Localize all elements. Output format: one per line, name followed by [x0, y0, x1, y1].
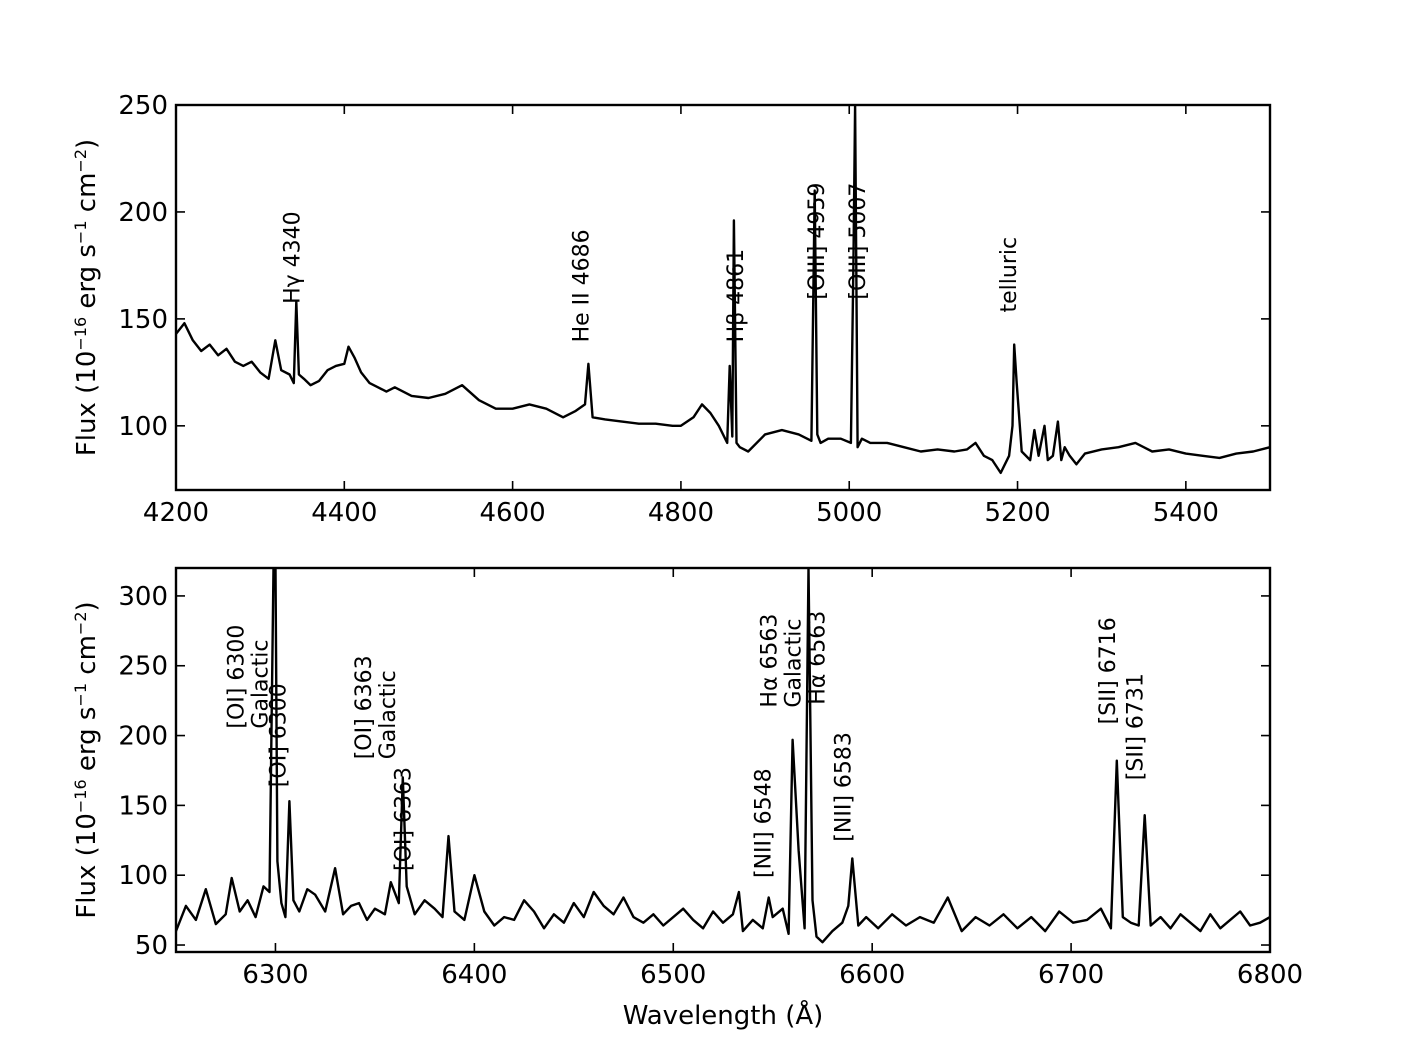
spectrum-line [176, 568, 1270, 944]
line-annotation: [SII] 6716 [1096, 617, 1121, 724]
line-annotation: telluric [997, 237, 1022, 313]
y-tick-label: 50 [135, 931, 168, 961]
plot-frame [174, 103, 1272, 492]
line-annotation: Hα 6563 [805, 611, 830, 705]
y-tick-label: 100 [118, 412, 168, 442]
line-annotation: Hγ 4340 [281, 211, 306, 304]
line-annotation: [OI] 6363 [352, 655, 377, 759]
x-tick-label: 6600 [839, 960, 905, 990]
x-tick-label: 4600 [480, 498, 546, 528]
line-annotation: [SII] 6731 [1124, 673, 1149, 780]
y-tick-label: 100 [118, 861, 168, 891]
line-annotation: [OI] 6300 [266, 683, 291, 787]
x-tick-label: 6400 [441, 960, 507, 990]
x-tick-label: 5400 [1153, 498, 1219, 528]
line-annotation: [NII] 6583 [831, 732, 856, 842]
line-annotation: [OIII] 5007 [846, 183, 871, 300]
line-annotation: Galactic [376, 670, 401, 759]
y-tick-label: 200 [118, 722, 168, 752]
line-annotation: [OI] 6363 [392, 767, 417, 871]
x-tick-label: 5200 [984, 498, 1050, 528]
x-tick-label: 6300 [242, 960, 308, 990]
x-tick-label: 4200 [143, 498, 209, 528]
line-annotation: He II 4686 [569, 229, 594, 342]
x-tick-label: 6800 [1237, 960, 1303, 990]
line-annotation: Hβ 4861 [724, 249, 749, 343]
line-annotation: [OI] 6300 [225, 625, 250, 729]
y-axis-label: Flux (10−16 erg s−1 cm−2) [71, 601, 103, 918]
plot-frame [174, 566, 1272, 954]
y-tick-label: 250 [118, 91, 168, 121]
x-tick-label: 6700 [1038, 960, 1104, 990]
x-tick-label: 5000 [816, 498, 882, 528]
x-tick-label: 4400 [311, 498, 377, 528]
y-axis-label: Flux (10−16 erg s−1 cm−2) [71, 139, 103, 456]
x-axis-label: Wavelength (Å) [623, 999, 824, 1031]
panel-2: 6300 6400 6500 6600 6700 6800 50 100 150 200 250 30… [71, 566, 1303, 1031]
y-tick-label: 150 [118, 305, 168, 335]
x-tick-label: 4800 [648, 498, 714, 528]
line-annotation: Galactic [249, 640, 274, 729]
line-annotation: [OIII] 4959 [805, 183, 830, 300]
line-annotation: [NII] 6548 [752, 768, 777, 878]
spectrum-line [176, 105, 1270, 475]
y-tick-label: 150 [118, 791, 168, 821]
panel-1: 4200 4400 4600 4800 5000 5200 5400 100 150 200 250… [71, 91, 1272, 528]
line-annotation: Galactic [782, 619, 807, 708]
line-annotation: Hα 6563 [758, 614, 783, 708]
y-tick-label: 200 [118, 198, 168, 228]
y-tick-label: 300 [118, 582, 168, 612]
x-tick-label: 6500 [640, 960, 706, 990]
y-tick-label: 250 [118, 652, 168, 682]
